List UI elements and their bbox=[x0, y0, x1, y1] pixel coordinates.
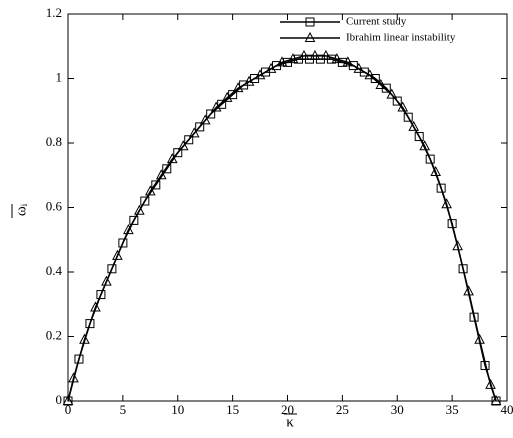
data-point bbox=[134, 204, 145, 215]
data-point bbox=[195, 122, 205, 132]
data-point bbox=[430, 165, 441, 177]
data-point bbox=[188, 127, 200, 138]
data-point bbox=[331, 53, 343, 64]
legend-label: Current study bbox=[346, 16, 407, 28]
data-point bbox=[123, 224, 134, 235]
data-point bbox=[118, 238, 128, 248]
data-point bbox=[199, 114, 211, 125]
data-point bbox=[353, 62, 365, 73]
data-point bbox=[90, 301, 101, 312]
data-point bbox=[162, 164, 172, 174]
data-point bbox=[210, 101, 222, 112]
data-point bbox=[463, 285, 474, 296]
x-tick-label: 25 bbox=[336, 402, 349, 417]
x-axis-label: κ bbox=[286, 414, 294, 430]
y-tick-label: 1 bbox=[56, 69, 63, 84]
y-tick-label: 0.8 bbox=[46, 134, 62, 149]
legend-marker bbox=[304, 31, 316, 42]
data-point bbox=[425, 154, 435, 164]
legend-label: Ibrahim linear instability bbox=[346, 32, 456, 44]
plot-frame bbox=[67, 13, 508, 402]
series-line bbox=[67, 58, 497, 402]
y-tick-label: 0.4 bbox=[46, 263, 63, 278]
x-tick-label: 15 bbox=[226, 402, 239, 417]
data-point bbox=[419, 140, 431, 151]
x-tick-label: 5 bbox=[120, 402, 127, 417]
data-point bbox=[375, 78, 387, 89]
data-point bbox=[452, 240, 463, 251]
data-point bbox=[243, 75, 255, 86]
data-point bbox=[309, 49, 321, 60]
data-point bbox=[151, 180, 161, 190]
data-point bbox=[144, 185, 156, 196]
y-axis-label: ωᵢ bbox=[13, 203, 29, 216]
data-point bbox=[265, 62, 277, 73]
data-point bbox=[112, 249, 123, 260]
data-point bbox=[107, 264, 117, 274]
data-point bbox=[386, 88, 398, 99]
data-point bbox=[364, 69, 376, 80]
x-tick-label: 0 bbox=[65, 402, 72, 417]
x-tick-label: 40 bbox=[501, 402, 513, 417]
data-point bbox=[392, 96, 402, 106]
data-point bbox=[85, 319, 95, 329]
data-point bbox=[74, 354, 84, 364]
data-point bbox=[490, 394, 502, 405]
x-tick-label: 30 bbox=[391, 402, 404, 417]
data-point bbox=[177, 140, 189, 151]
data-point bbox=[155, 169, 167, 180]
y-tick-label: 0.6 bbox=[46, 198, 63, 213]
data-point bbox=[276, 56, 288, 67]
data-point bbox=[68, 372, 79, 383]
data-point bbox=[232, 82, 244, 93]
y-tick-label: 0.2 bbox=[46, 327, 62, 342]
data-point bbox=[287, 53, 299, 64]
data-point bbox=[166, 153, 178, 164]
data-point bbox=[254, 69, 266, 80]
data-point bbox=[485, 378, 496, 389]
legend-marker bbox=[305, 17, 315, 27]
data-point bbox=[436, 183, 446, 193]
data-point bbox=[320, 49, 332, 60]
data-point bbox=[221, 91, 233, 102]
data-point bbox=[79, 333, 90, 344]
data-point bbox=[458, 264, 468, 274]
data-point bbox=[140, 196, 150, 206]
data-point bbox=[173, 148, 183, 158]
data-point bbox=[342, 56, 354, 67]
x-tick-label: 35 bbox=[446, 402, 459, 417]
data-point bbox=[62, 394, 74, 405]
data-point bbox=[414, 132, 424, 142]
x-tick-label: 20 bbox=[281, 402, 294, 417]
x-tick-label: 10 bbox=[171, 402, 184, 417]
data-point bbox=[397, 101, 409, 112]
data-point bbox=[298, 49, 310, 60]
data-point bbox=[408, 120, 420, 131]
data-point bbox=[184, 135, 194, 145]
data-point bbox=[206, 109, 216, 119]
series-line bbox=[67, 55, 497, 402]
data-point bbox=[101, 275, 112, 286]
data-point bbox=[129, 215, 139, 225]
data-point bbox=[403, 112, 413, 122]
data-point bbox=[474, 333, 485, 344]
data-point bbox=[96, 290, 106, 300]
y-tick-label: 1.2 bbox=[46, 5, 62, 20]
y-tick-label: 0 bbox=[56, 392, 63, 407]
data-point bbox=[441, 198, 452, 209]
